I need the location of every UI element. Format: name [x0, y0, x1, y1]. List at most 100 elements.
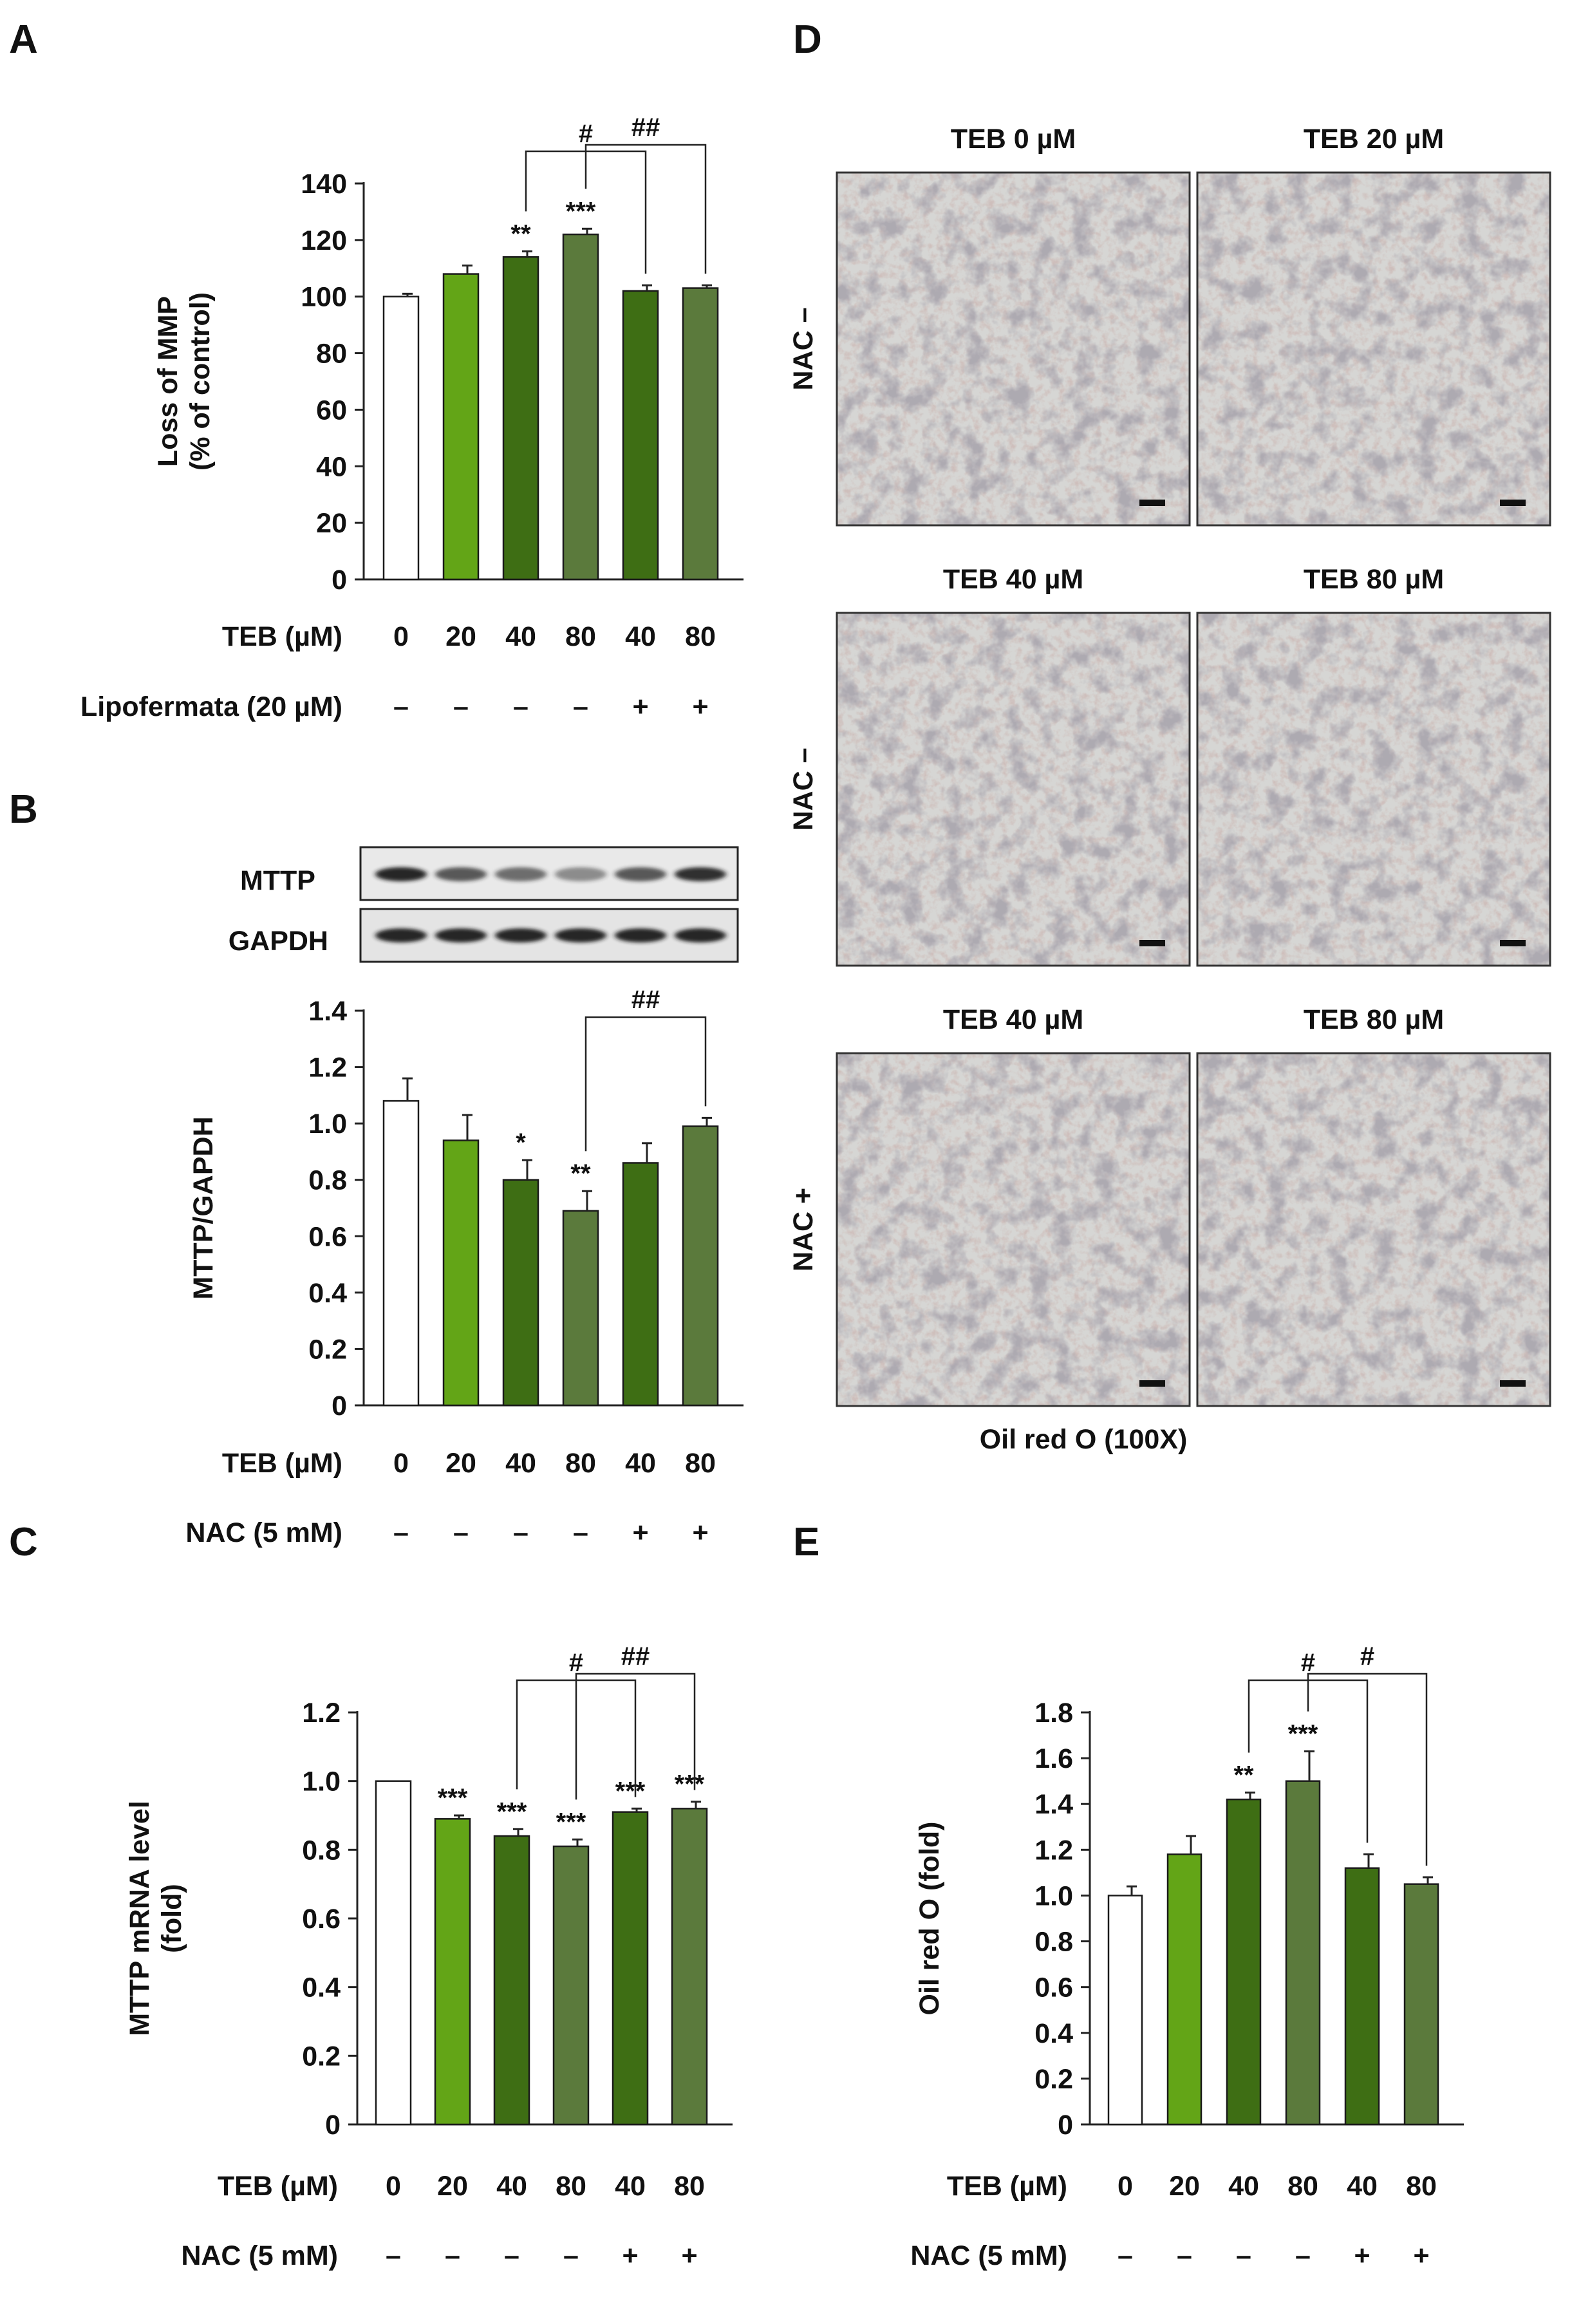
y-axis-label: MTTP mRNA level	[124, 1801, 155, 2036]
bar	[622, 1162, 659, 1407]
micrograph-border	[836, 1052, 1191, 1407]
bar	[434, 1818, 471, 2126]
blot-band	[495, 867, 547, 881]
row-value: –	[1295, 2240, 1311, 2271]
scale-bar	[1500, 1380, 1526, 1387]
y-tick-label: 1.0	[302, 1766, 341, 1797]
row-value: –	[393, 691, 409, 722]
significance-label: *	[516, 1129, 526, 1157]
significance-label: **	[510, 220, 531, 248]
row-value: 40	[625, 621, 656, 652]
row-value: 0	[1118, 2171, 1133, 2202]
bar	[382, 295, 420, 581]
y-tick-label: 1.2	[308, 1053, 347, 1083]
y-tick-label: 0.2	[308, 1334, 347, 1365]
row-value: +	[622, 2240, 638, 2271]
row-value: –	[393, 1517, 409, 1548]
row-value: 0	[393, 1448, 409, 1479]
panel-letter-e: E	[793, 1520, 819, 1564]
row-label: TEB (µM)	[222, 1448, 342, 1479]
scale-bar	[1139, 1380, 1165, 1387]
row-label: TEB (µM)	[222, 621, 342, 652]
y-tick-label: 0.4	[1034, 2018, 1073, 2049]
micrograph-title: TEB 80 µM	[1304, 564, 1444, 595]
bar	[671, 1808, 708, 2126]
y-tick-label: 1.2	[302, 1698, 341, 1729]
y-tick-label: 1.0	[1034, 1880, 1073, 1911]
y-tick-label: 0.2	[1034, 2064, 1073, 2095]
row-value: –	[386, 2240, 401, 2271]
row-value: 80	[1406, 2171, 1437, 2202]
y-tick-label: 100	[301, 282, 347, 313]
micrograph-cells	[1197, 173, 1550, 525]
row-value: 40	[1228, 2171, 1259, 2202]
y-tick-label: 0.2	[302, 2041, 341, 2072]
bar	[622, 290, 659, 581]
y-tick-label: 1.4	[1034, 1789, 1073, 1820]
y-tick-label: 1.4	[308, 996, 347, 1027]
micrograph-title: TEB 20 µM	[1304, 124, 1444, 155]
row-value: 0	[393, 621, 409, 652]
row-label: Lipofermata (20 µM)	[80, 691, 342, 722]
significance-label: ***	[556, 1808, 586, 1836]
y-tick-label: 40	[316, 451, 347, 482]
row-value: 40	[505, 621, 536, 652]
bar	[1166, 1853, 1202, 2126]
row-label: NAC (5 mM)	[185, 1517, 342, 1548]
row-value: 20	[1169, 2171, 1200, 2202]
row-value: –	[445, 2240, 460, 2271]
bar	[682, 287, 719, 581]
row-value: 80	[674, 2171, 705, 2202]
row-value: 0	[386, 2171, 401, 2202]
row-value: –	[513, 691, 529, 722]
y-tick-label: 140	[301, 169, 347, 200]
y-tick-label: 0	[332, 1391, 347, 1421]
y-tick-label: 80	[316, 339, 347, 370]
row-value: –	[573, 691, 588, 722]
micrograph-row-label: NAC –	[788, 307, 819, 390]
row-label: TEB (µM)	[947, 2171, 1067, 2202]
micrograph-cells	[837, 173, 1190, 525]
bar	[442, 1139, 480, 1407]
y-tick-label: 0	[332, 565, 347, 595]
blot-band	[435, 867, 487, 881]
y-tick-label: 0.8	[308, 1165, 347, 1196]
bracket-label: #	[579, 120, 593, 148]
micrograph-cells	[837, 613, 1190, 966]
scale-bar	[1139, 940, 1165, 946]
row-value: 20	[437, 2171, 468, 2202]
row-value: 40	[615, 2171, 646, 2202]
row-value: 80	[685, 1448, 716, 1479]
row-value: 20	[445, 1448, 476, 1479]
micrograph-cells	[837, 1053, 1190, 1406]
blot-label-mttp: MTTP	[240, 865, 315, 896]
significance-label: **	[570, 1159, 591, 1188]
blot-band	[555, 928, 606, 942]
row-value: 40	[496, 2171, 527, 2202]
bar	[562, 1210, 599, 1407]
bar	[1226, 1798, 1262, 2126]
bracket-label: ##	[631, 986, 660, 1014]
panel-letter-a: A	[9, 17, 38, 62]
row-value: 80	[556, 2171, 586, 2202]
y-tick-label: 1.0	[308, 1109, 347, 1139]
bracket-label: #	[569, 1649, 583, 1677]
row-value: –	[573, 1517, 588, 1548]
row-value: 80	[565, 1448, 596, 1479]
row-value: +	[632, 691, 648, 722]
bar	[1344, 1867, 1380, 2126]
row-value: –	[1118, 2240, 1133, 2271]
row-value: –	[504, 2240, 519, 2271]
mttp-bands	[375, 867, 726, 881]
bar	[1285, 1780, 1321, 2126]
row-label: TEB (µM)	[218, 2171, 338, 2202]
bracket-label: ##	[621, 1642, 650, 1671]
micrograph-grid: TEB 0 µM TEB 20 µM TEB 40 µM TEB 80 µM TEB 4…	[788, 124, 1551, 1407]
micrograph-border	[836, 612, 1191, 967]
bar	[502, 1179, 539, 1407]
bar	[442, 273, 480, 581]
blot-band	[435, 928, 487, 942]
significance-label: ***	[497, 1797, 527, 1826]
y-tick-label: 0.6	[302, 1904, 341, 1935]
y-tick-label: 0.4	[302, 1973, 341, 2003]
